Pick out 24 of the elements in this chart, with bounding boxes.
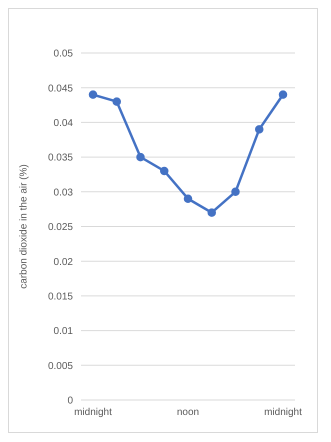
point bbox=[112, 97, 121, 106]
point bbox=[255, 125, 264, 134]
y-tick-label: 0.03 bbox=[54, 187, 74, 198]
y-tick-label: 0.04 bbox=[54, 118, 74, 129]
point bbox=[208, 208, 216, 217]
x-tick-label: midnight bbox=[74, 407, 112, 418]
y-tick-label: 0.035 bbox=[48, 152, 74, 164]
point bbox=[278, 90, 288, 99]
point bbox=[231, 188, 240, 196]
y-tick-label: 0 bbox=[67, 396, 74, 407]
point bbox=[184, 194, 192, 203]
y-tick-label: 0.025 bbox=[48, 222, 74, 234]
y-tick-label: 0.02 bbox=[54, 256, 74, 268]
y-tick-label: 0.01 bbox=[54, 326, 74, 338]
point bbox=[88, 90, 98, 99]
x-tick-label: noon bbox=[176, 407, 200, 418]
y-tick-label: 0.015 bbox=[48, 291, 74, 302]
point bbox=[136, 152, 145, 162]
y-tick-label: 0.045 bbox=[48, 83, 74, 94]
y-tick-label: 0.05 bbox=[54, 48, 74, 60]
y-axis-title: carbon dioxide in the air (%) bbox=[18, 164, 30, 289]
y-tick-label: 0.005 bbox=[48, 360, 74, 372]
point bbox=[160, 166, 168, 176]
x-tick-label: midnight bbox=[264, 407, 302, 418]
